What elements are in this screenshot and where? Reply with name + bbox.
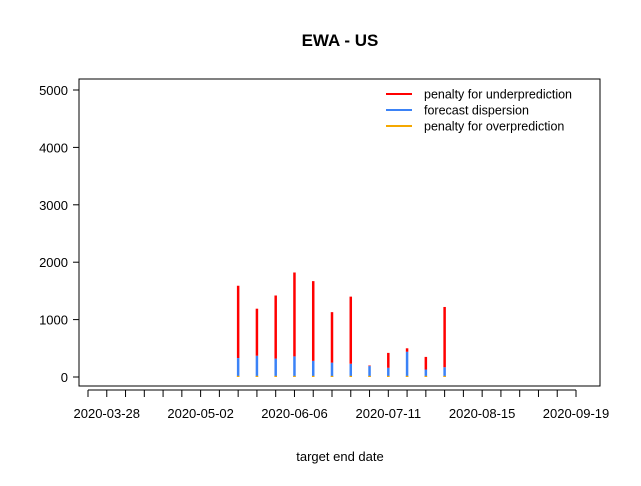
bars (236, 272, 446, 377)
x-axis-label: target end date (296, 449, 383, 464)
legend-label: forecast dispersion (424, 104, 529, 118)
plot-frame (78, 78, 601, 387)
x-tick-label: 2020-08-15 (449, 406, 516, 421)
legend: penalty for underprediction forecast disp… (386, 88, 572, 134)
legend-label: penalty for underprediction (424, 88, 572, 102)
y-tick-label: 3000 (39, 198, 68, 213)
x-tick-label: 2020-05-02 (167, 406, 234, 421)
y-tick-label: 5000 (39, 83, 68, 98)
x-tick-label: 2020-07-11 (356, 406, 422, 421)
x-axis: 2020-03-28 2020-05-02 2020-06-06 2020-07-11… (74, 389, 610, 421)
y-tick-label: 0 (61, 370, 68, 385)
chart-title: EWA - US (302, 31, 379, 50)
x-tick-label: 2020-09-19 (543, 406, 610, 421)
x-tick-label: 2020-06-06 (261, 406, 328, 421)
legend-label: penalty for overprediction (424, 120, 564, 134)
y-axis: 0 1000 2000 3000 4000 5000 (39, 83, 79, 385)
y-tick-label: 4000 (39, 140, 68, 155)
y-tick-label: 1000 (39, 313, 68, 328)
y-tick-label: 2000 (39, 255, 68, 270)
x-tick-label: 2020-03-28 (74, 406, 141, 421)
